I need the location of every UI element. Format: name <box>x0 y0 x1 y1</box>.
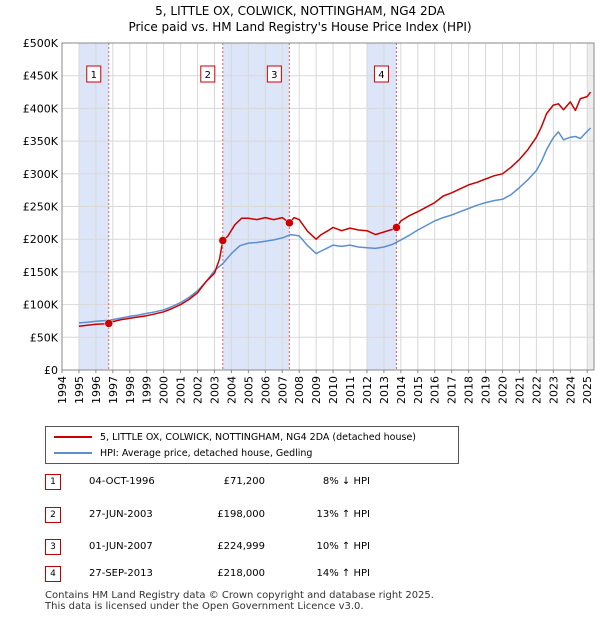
x-tick-label: 2005 <box>242 376 255 404</box>
transaction-date: 27-JUN-2003 <box>89 509 153 520</box>
sale-point <box>104 319 114 328</box>
x-tick-label: 2008 <box>293 376 306 404</box>
y-tick-label: £300K <box>23 168 59 181</box>
x-tick-label: 2024 <box>564 376 577 404</box>
x-tick-label: 2019 <box>480 376 493 404</box>
x-tick-label: 2016 <box>429 376 442 404</box>
x-tick-label: 2000 <box>158 376 171 404</box>
transaction-price: £218,000 <box>217 568 265 579</box>
y-tick-label: £500K <box>23 37 59 50</box>
x-tick-label: 2025 <box>581 376 594 404</box>
transaction-number: 2 <box>45 507 61 523</box>
sale-point <box>392 223 401 232</box>
hpi-series-line <box>78 127 592 324</box>
chart-title: 5, LITTLE OX, COLWICK, NOTTINGHAM, NG4 2… <box>155 4 445 18</box>
legend-swatch-property <box>54 436 92 438</box>
transaction-hpi-relation: 14% ↑ HPI <box>316 568 370 579</box>
y-tick-label: £250K <box>23 201 59 214</box>
y-tick-label: £400K <box>23 102 59 115</box>
transaction-hpi-relation: 10% ↑ HPI <box>316 541 370 552</box>
x-tick-label: 2007 <box>276 376 289 404</box>
sale-label-number: 3 <box>271 70 277 81</box>
price-chart: 1 2 3 4 £0 £50K £100K £150K £200K £250K £300K £350… <box>23 37 595 404</box>
y-tick-label: £0 <box>44 364 58 377</box>
legend-label-hpi: HPI: Average price, detached house, Gedl… <box>100 447 313 459</box>
sale-label-number: 1 <box>91 70 97 81</box>
sale-label-number: 4 <box>378 70 384 81</box>
legend-item-hpi: HPI: Average price, detached house, Gedl… <box>54 445 312 461</box>
property-series-line <box>78 91 592 327</box>
transaction-price: £71,200 <box>223 476 265 487</box>
x-tick-label: 1994 <box>56 376 69 404</box>
sale-label-number: 2 <box>205 70 211 81</box>
plot-frame <box>61 42 595 371</box>
footer-licence: This data is licensed under the Open Gov… <box>45 601 364 612</box>
sale-label-box <box>373 65 389 83</box>
x-tick-label: 2018 <box>463 376 476 404</box>
sale-point <box>218 236 228 245</box>
legend-label-property: 5, LITTLE OX, COLWICK, NOTTINGHAM, NG4 2… <box>100 431 417 443</box>
x-tick-label: 1997 <box>107 376 120 404</box>
x-tick-label: 2021 <box>513 376 526 404</box>
footer-copyright: Contains HM Land Registry data © Crown c… <box>45 590 434 601</box>
legend-item-property: 5, LITTLE OX, COLWICK, NOTTINGHAM, NG4 2… <box>54 429 416 445</box>
x-tick-label: 2023 <box>547 376 560 404</box>
transaction-date: 01-JUN-2007 <box>89 541 153 552</box>
y-tick-label: £50K <box>30 331 59 344</box>
x-tick-label: 2012 <box>361 376 374 404</box>
legend-swatch-hpi <box>54 452 92 454</box>
sale-label-box <box>266 65 282 83</box>
x-tick-label: 2014 <box>395 376 408 404</box>
legend: 5, LITTLE OX, COLWICK, NOTTINGHAM, NG4 2… <box>45 426 459 464</box>
transaction-price: £198,000 <box>217 509 265 520</box>
transaction-number: 3 <box>45 539 61 555</box>
x-tick-label: 2017 <box>446 376 459 404</box>
transaction-date: 27-SEP-2013 <box>89 568 153 579</box>
transaction-hpi-relation: 13% ↑ HPI <box>316 509 370 520</box>
x-tick-label: 2004 <box>225 376 238 404</box>
y-tick-label: £200K <box>23 233 59 246</box>
y-tick-label: £150K <box>23 266 59 279</box>
x-tick-label: 1995 <box>73 376 86 404</box>
x-tick-label: 2002 <box>192 376 205 404</box>
x-tick-label: 1998 <box>124 376 137 404</box>
transaction-number: 1 <box>45 474 61 490</box>
x-tick-label: 2011 <box>344 376 357 404</box>
y-tick-label: £350K <box>23 135 59 148</box>
x-tick-label: 1999 <box>141 376 154 404</box>
x-tick-label: 2006 <box>259 376 272 404</box>
sale-point <box>285 218 294 228</box>
x-tick-label: 2003 <box>208 376 221 404</box>
x-tick-label: 2022 <box>530 376 543 404</box>
y-tick-label: £100K <box>23 299 59 312</box>
transaction-hpi-relation: 8% ↓ HPI <box>322 476 370 487</box>
x-tick-label: 1996 <box>90 376 103 404</box>
transaction-price: £224,999 <box>217 541 265 552</box>
transaction-number: 4 <box>45 566 61 582</box>
sale-label-box <box>86 65 102 83</box>
x-tick-label: 2015 <box>412 376 425 404</box>
x-tick-label: 2013 <box>378 376 391 404</box>
sale-label-box <box>200 65 216 83</box>
x-tick-label: 2010 <box>327 376 340 404</box>
transaction-date: 04-OCT-1996 <box>89 476 155 487</box>
x-tick-label: 2020 <box>497 376 510 404</box>
y-tick-label: £450K <box>23 70 59 83</box>
x-tick-label: 2009 <box>310 376 323 404</box>
x-tick-label: 2001 <box>175 376 188 404</box>
chart-subtitle: Price paid vs. HM Land Registry's House … <box>128 20 472 34</box>
